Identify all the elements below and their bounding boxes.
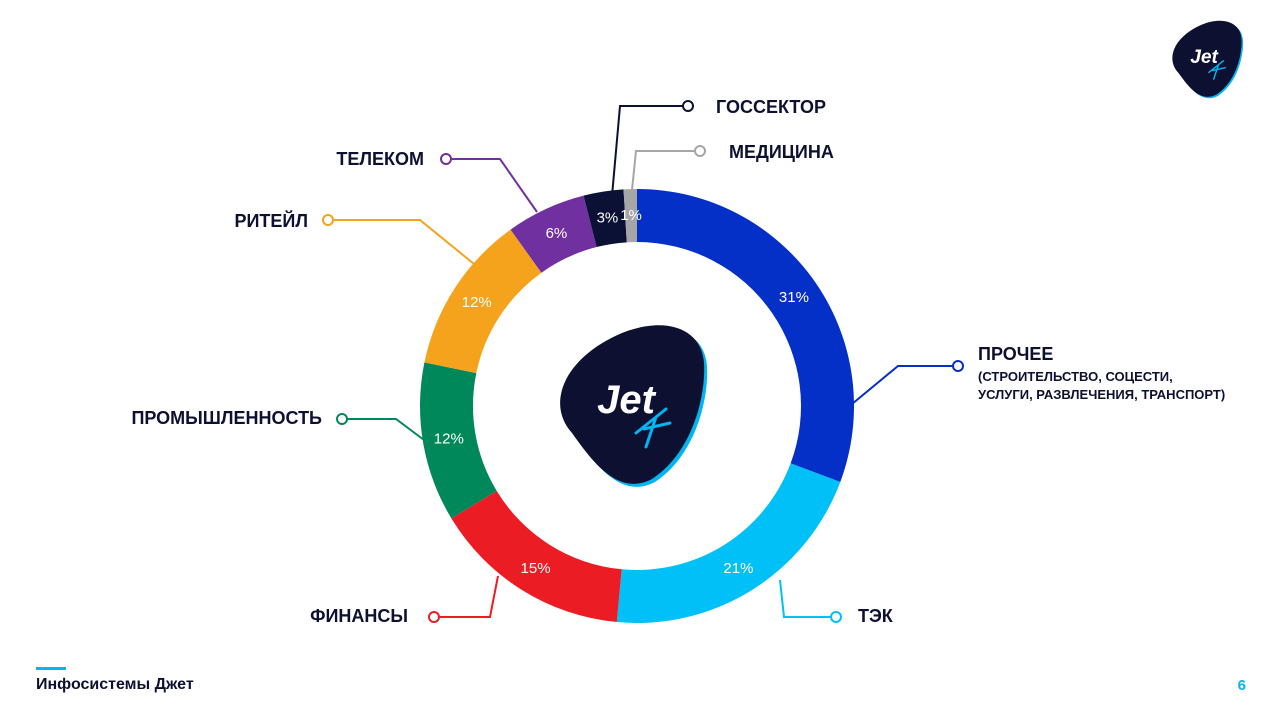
leader-line <box>446 158 538 213</box>
leader-line <box>611 105 688 197</box>
corner-logo[interactable] <box>1171 20 1244 100</box>
category-label: ПРОМЫШЛЕННОСТЬ <box>131 408 322 428</box>
leader-line <box>342 418 425 441</box>
leader-line <box>328 219 475 265</box>
category-label: МЕДИЦИНА <box>729 142 834 162</box>
slice-value-label: 3% <box>597 209 619 226</box>
donut-slice <box>424 229 542 374</box>
leader-line <box>779 579 836 618</box>
leader-end-marker <box>322 214 334 226</box>
category-label: ГОССЕКТОР <box>716 97 826 117</box>
slice-value-label: 12% <box>434 431 464 448</box>
category-label: ФИНАНСЫ <box>310 606 408 626</box>
donut-slice <box>510 195 597 273</box>
donut-slice <box>616 463 841 623</box>
category-label: РИТЕЙЛ <box>234 210 308 231</box>
center-logo <box>558 323 709 489</box>
page-number: 6 <box>1237 677 1246 694</box>
donut-slice <box>583 189 627 248</box>
slice-value-label: 31% <box>779 289 809 306</box>
leader-end-marker <box>440 153 452 165</box>
donut-slice <box>637 189 854 482</box>
leader-end-marker <box>336 413 348 425</box>
leader-line <box>851 365 958 405</box>
leader-line <box>631 150 700 191</box>
leader-end-marker <box>952 360 964 372</box>
footer-accent-line <box>36 667 66 670</box>
category-label: ТЕЛЕКОМ <box>336 149 424 169</box>
leader-end-marker <box>428 611 440 623</box>
donut-slice <box>623 189 637 243</box>
slice-value-label: 1% <box>620 207 642 224</box>
leader-end-marker <box>694 145 706 157</box>
leader-end-marker <box>682 100 694 112</box>
slice-value-label: 12% <box>462 294 492 311</box>
category-sublabel: (СТРОИТЕЛЬСТВО, СОЦЕСТИ, <box>978 369 1173 384</box>
leader-line <box>434 575 499 618</box>
slice-value-label: 15% <box>521 560 551 577</box>
footer-company: Инфосистемы Джет <box>36 676 194 693</box>
category-sublabel: УСЛУГИ, РАЗВЛЕЧЕНИЯ, ТРАНСПОРТ) <box>978 387 1225 402</box>
category-label: ТЭК <box>858 606 894 626</box>
slice-value-label: 6% <box>546 225 568 242</box>
category-label: ПРОЧЕЕ <box>978 344 1053 364</box>
donut-slice <box>419 362 497 519</box>
leader-end-marker <box>830 611 842 623</box>
donut-slice <box>451 490 622 623</box>
slice-value-label: 21% <box>723 560 753 577</box>
